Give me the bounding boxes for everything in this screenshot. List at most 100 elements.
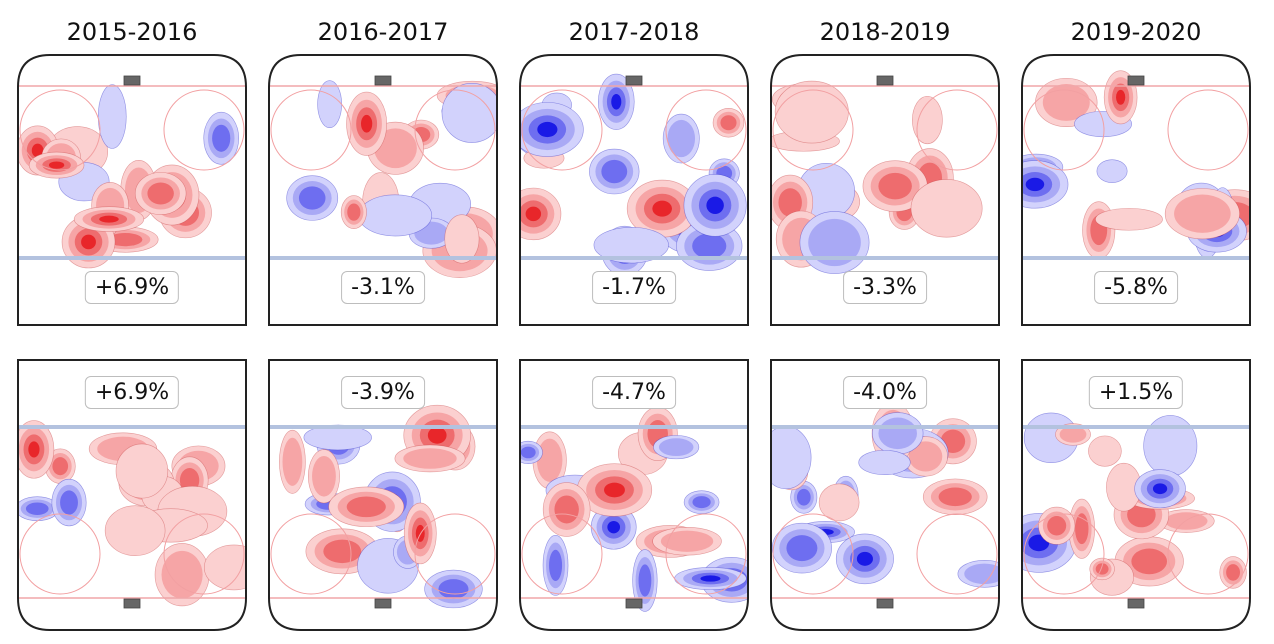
rink-svg bbox=[519, 359, 749, 631]
positive-contour bbox=[282, 437, 303, 486]
negative-contour bbox=[358, 194, 433, 237]
rink-svg bbox=[1021, 54, 1251, 326]
rink-boards bbox=[1021, 54, 1251, 326]
rink-defense-2016-2017: -3.9% bbox=[268, 359, 498, 631]
rink-offense-2018-2019: -3.3% bbox=[770, 54, 1000, 326]
faceoff-circle bbox=[414, 513, 496, 595]
faceoff-circle bbox=[521, 513, 603, 595]
negative-contour bbox=[441, 82, 497, 143]
positive-contour bbox=[323, 539, 362, 564]
positive-contour bbox=[912, 95, 943, 145]
negative-contour bbox=[1025, 177, 1045, 192]
faceoff-circle bbox=[270, 89, 352, 171]
faceoff-circle bbox=[916, 89, 998, 171]
season-title: 2018-2019 bbox=[819, 18, 951, 46]
goal-net bbox=[123, 75, 141, 86]
negative-contour bbox=[878, 417, 917, 450]
rink-boards bbox=[770, 54, 1000, 326]
negative-contour bbox=[786, 535, 818, 562]
positive-contour bbox=[81, 234, 96, 250]
goal-net bbox=[625, 75, 643, 86]
positive-contour bbox=[1047, 516, 1067, 536]
negative-contour bbox=[298, 186, 326, 210]
negative-contour bbox=[1143, 415, 1198, 477]
positive-contour bbox=[1226, 564, 1241, 581]
rink-svg bbox=[1021, 359, 1251, 631]
faceoff-circle bbox=[414, 89, 496, 171]
rink-boards bbox=[17, 359, 247, 631]
negative-contour bbox=[25, 502, 49, 515]
percent-label: -1.7% bbox=[592, 271, 676, 304]
faceoff-circle bbox=[19, 513, 101, 595]
positive-contour bbox=[778, 188, 802, 217]
percent-label: -4.0% bbox=[843, 376, 927, 409]
faceoff-circle bbox=[521, 89, 603, 171]
negative-contour bbox=[858, 449, 911, 475]
positive-contour bbox=[1164, 512, 1208, 530]
negative-contour bbox=[438, 579, 469, 599]
positive-contour bbox=[347, 203, 361, 221]
positive-contour bbox=[1095, 208, 1163, 231]
faceoff-circle bbox=[163, 89, 245, 171]
negative-contour bbox=[611, 94, 622, 110]
rink-offense-2017-2018: -1.7% bbox=[519, 54, 749, 326]
faceoff-circle bbox=[163, 513, 245, 595]
negative-contour bbox=[771, 425, 812, 490]
negative-contour bbox=[1096, 159, 1128, 183]
positive-contour bbox=[818, 483, 860, 522]
positive-contour bbox=[48, 161, 65, 169]
faceoff-circle bbox=[772, 89, 854, 171]
positive-contour bbox=[878, 172, 912, 200]
season-title: 2017-2018 bbox=[568, 18, 700, 46]
positive-contour bbox=[28, 441, 40, 458]
positive-contour bbox=[104, 505, 166, 556]
negative-contour bbox=[638, 564, 652, 597]
negative-contour bbox=[601, 159, 628, 184]
season-title: 2015-2016 bbox=[66, 18, 198, 46]
percent-label: -4.7% bbox=[592, 376, 676, 409]
goal-net bbox=[1127, 75, 1145, 86]
rink-boards bbox=[519, 359, 749, 631]
negative-contour bbox=[808, 218, 861, 267]
negative-contour bbox=[658, 438, 694, 457]
rink-boards bbox=[770, 359, 1000, 631]
negative-contour bbox=[537, 121, 558, 138]
goal-net bbox=[876, 598, 894, 609]
negative-contour bbox=[706, 196, 724, 215]
rink-defense-2017-2018: -4.7% bbox=[519, 359, 749, 631]
rink-defense-2018-2019: -4.0% bbox=[770, 359, 1000, 631]
positive-contour bbox=[1116, 89, 1126, 105]
faceoff-circle bbox=[1167, 89, 1249, 171]
negative-contour bbox=[796, 488, 811, 506]
season-title: 2016-2017 bbox=[317, 18, 449, 46]
negative-contour bbox=[593, 226, 669, 264]
negative-contour bbox=[317, 80, 342, 129]
positive-contour bbox=[403, 448, 457, 469]
negative-contour bbox=[549, 549, 563, 582]
positive-contour bbox=[99, 215, 119, 223]
goal-net bbox=[625, 598, 643, 609]
rink-defense-2019-2020: +1.5% bbox=[1021, 359, 1251, 631]
negative-contour bbox=[692, 496, 711, 509]
positive-contour bbox=[346, 496, 386, 518]
rink-defense-2015-2016: +6.9% bbox=[17, 359, 247, 631]
negative-contour bbox=[60, 490, 78, 515]
faceoff-circle bbox=[665, 89, 747, 171]
faceoff-circle bbox=[270, 513, 352, 595]
negative-contour bbox=[700, 575, 721, 582]
percent-label: -3.9% bbox=[341, 376, 425, 409]
rink-boards bbox=[519, 54, 749, 326]
negative-contour bbox=[1152, 483, 1168, 495]
positive-contour bbox=[31, 143, 44, 158]
positive-contour bbox=[52, 457, 69, 476]
faceoff-circle bbox=[1023, 513, 1105, 595]
positive-contour bbox=[1131, 548, 1168, 575]
negative-contour bbox=[607, 520, 621, 534]
positive-contour bbox=[604, 482, 625, 498]
positive-contour bbox=[115, 443, 169, 499]
percent-label: -5.8% bbox=[1094, 271, 1178, 304]
goal-net bbox=[876, 75, 894, 86]
positive-contour bbox=[203, 544, 246, 591]
positive-contour bbox=[161, 550, 203, 599]
negative-contour bbox=[667, 119, 696, 158]
